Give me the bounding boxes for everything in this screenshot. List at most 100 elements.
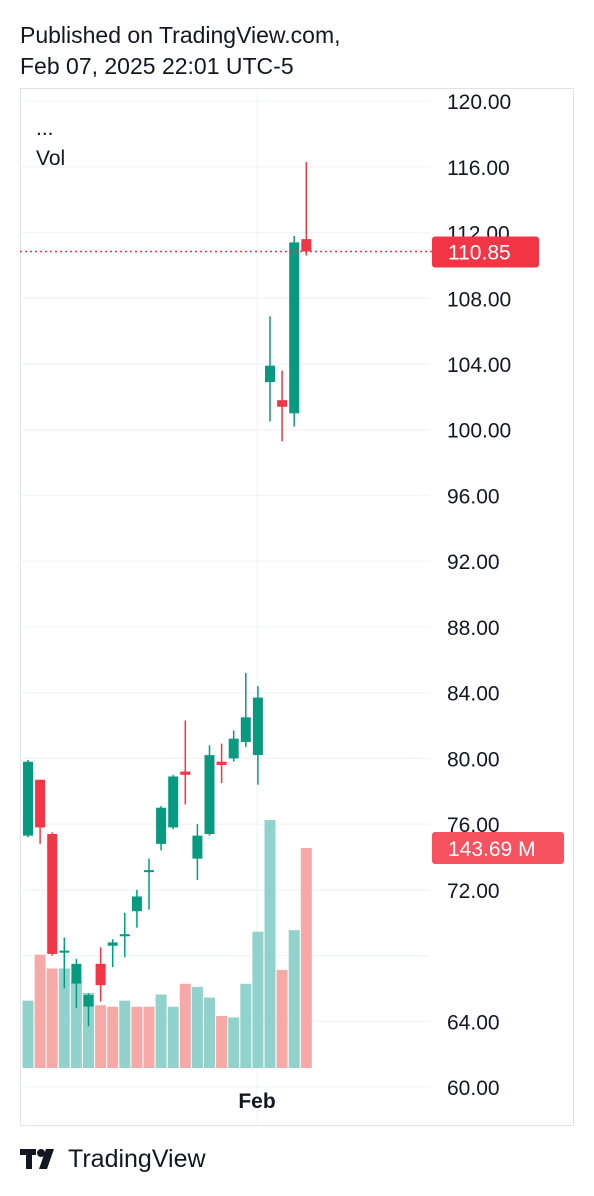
candle-body xyxy=(204,755,215,834)
volume-bar xyxy=(240,983,252,1068)
y-tick-label: 64.00 xyxy=(447,1011,500,1034)
candle[interactable] xyxy=(47,832,58,956)
candle[interactable] xyxy=(180,720,191,805)
candle[interactable] xyxy=(59,937,70,989)
candle-body xyxy=(144,870,154,873)
x-tick-label: Feb xyxy=(238,1090,275,1113)
candle[interactable] xyxy=(156,806,167,851)
y-tick-label: 60.00 xyxy=(447,1077,500,1100)
candle-body xyxy=(240,717,251,742)
volume-bar xyxy=(119,1000,131,1068)
candle[interactable] xyxy=(168,774,179,830)
candle-body xyxy=(180,771,191,775)
candle[interactable] xyxy=(23,760,33,838)
volume-bar xyxy=(252,931,264,1068)
volume-bars xyxy=(22,819,312,1068)
volume-bar xyxy=(228,1017,240,1068)
price-axis: 120.00116.00112.00108.00104.00100.0096.0… xyxy=(447,91,511,1100)
footer-brand-name: TradingView xyxy=(68,1144,206,1173)
y-tick-label: 76.00 xyxy=(447,814,500,837)
candle[interactable] xyxy=(95,947,106,1002)
last-volume-label: 143.69 M xyxy=(448,838,536,861)
candles xyxy=(23,161,312,1027)
candle[interactable] xyxy=(107,939,118,968)
chart-panel[interactable] xyxy=(20,88,574,1126)
volume-bar xyxy=(216,1015,228,1068)
candle[interactable] xyxy=(289,235,300,427)
candle[interactable] xyxy=(252,686,263,785)
y-tick-label: 92.00 xyxy=(447,551,500,574)
legend-volume-label: Vol xyxy=(36,147,66,170)
candle[interactable] xyxy=(144,858,154,910)
volume-bar xyxy=(131,1006,143,1068)
publish-header: Published on TradingView.com, Feb 07, 20… xyxy=(20,20,341,82)
volume-bar xyxy=(95,1005,107,1068)
volume-bar xyxy=(300,847,312,1068)
price-overlays: 110.85 143.69 M xyxy=(20,236,564,864)
y-tick-label: 108.00 xyxy=(447,288,511,311)
candle[interactable] xyxy=(131,889,142,928)
candle-body xyxy=(168,776,179,828)
last-price-badge xyxy=(432,236,539,268)
candle[interactable] xyxy=(35,779,46,844)
candle-body xyxy=(228,738,239,759)
legend-symbol[interactable]: ... xyxy=(36,117,54,140)
volume-bar xyxy=(276,970,288,1068)
candle[interactable] xyxy=(216,743,227,784)
volume-bar xyxy=(107,1006,119,1068)
y-tick-label: 100.00 xyxy=(447,420,511,443)
y-tick-label: 80.00 xyxy=(447,748,500,771)
volume-bar xyxy=(46,968,58,1068)
candle-body xyxy=(71,963,82,984)
grid-lines xyxy=(20,100,430,1088)
y-tick-label: 96.00 xyxy=(447,485,500,508)
y-tick-label: 104.00 xyxy=(447,354,511,377)
candle-body xyxy=(156,807,167,844)
candle-body xyxy=(277,400,288,407)
candle[interactable] xyxy=(301,161,312,256)
footer-brand: TradingView xyxy=(20,1142,206,1176)
candle-body xyxy=(265,365,275,383)
candle-body xyxy=(301,239,312,252)
last-price-label: 110.85 xyxy=(448,241,511,264)
candle[interactable] xyxy=(192,824,203,881)
candle-body xyxy=(131,896,142,912)
volume-bar xyxy=(179,983,191,1068)
tradingview-logo-icon xyxy=(20,1149,54,1169)
candle-body xyxy=(107,942,118,946)
volume-bar xyxy=(155,994,167,1068)
chart-legend: ... Vol xyxy=(36,114,65,174)
volume-bar xyxy=(22,1000,34,1068)
candle[interactable] xyxy=(119,912,130,958)
volume-bar xyxy=(288,930,300,1068)
y-tick-label: 84.00 xyxy=(447,683,500,706)
candle-body xyxy=(23,761,33,836)
candle-body xyxy=(35,779,46,828)
volume-bar xyxy=(167,1006,179,1068)
candle[interactable] xyxy=(204,745,215,836)
candle[interactable] xyxy=(71,958,82,1009)
candle[interactable] xyxy=(228,730,239,762)
candle-body xyxy=(83,995,94,1007)
candle[interactable] xyxy=(277,370,288,442)
y-tick-label: 120.00 xyxy=(447,91,511,114)
volume-bar xyxy=(191,986,203,1068)
candle-body xyxy=(192,835,203,859)
candle-body xyxy=(47,833,58,954)
candle[interactable] xyxy=(265,316,275,422)
candle-body xyxy=(59,950,70,953)
volume-bar xyxy=(204,997,215,1068)
candle-body xyxy=(119,934,130,937)
volume-bar xyxy=(83,992,94,1068)
candle[interactable] xyxy=(240,672,251,747)
candle-body xyxy=(95,963,106,986)
candle-body xyxy=(289,242,300,414)
y-tick-label: 72.00 xyxy=(447,880,500,903)
candle[interactable] xyxy=(83,993,94,1027)
volume-bar xyxy=(34,954,46,1068)
candle-body xyxy=(252,697,263,756)
publish-line-1: Published on TradingView.com, xyxy=(20,22,341,48)
volume-bar xyxy=(70,980,82,1068)
volume-bar xyxy=(58,968,70,1068)
